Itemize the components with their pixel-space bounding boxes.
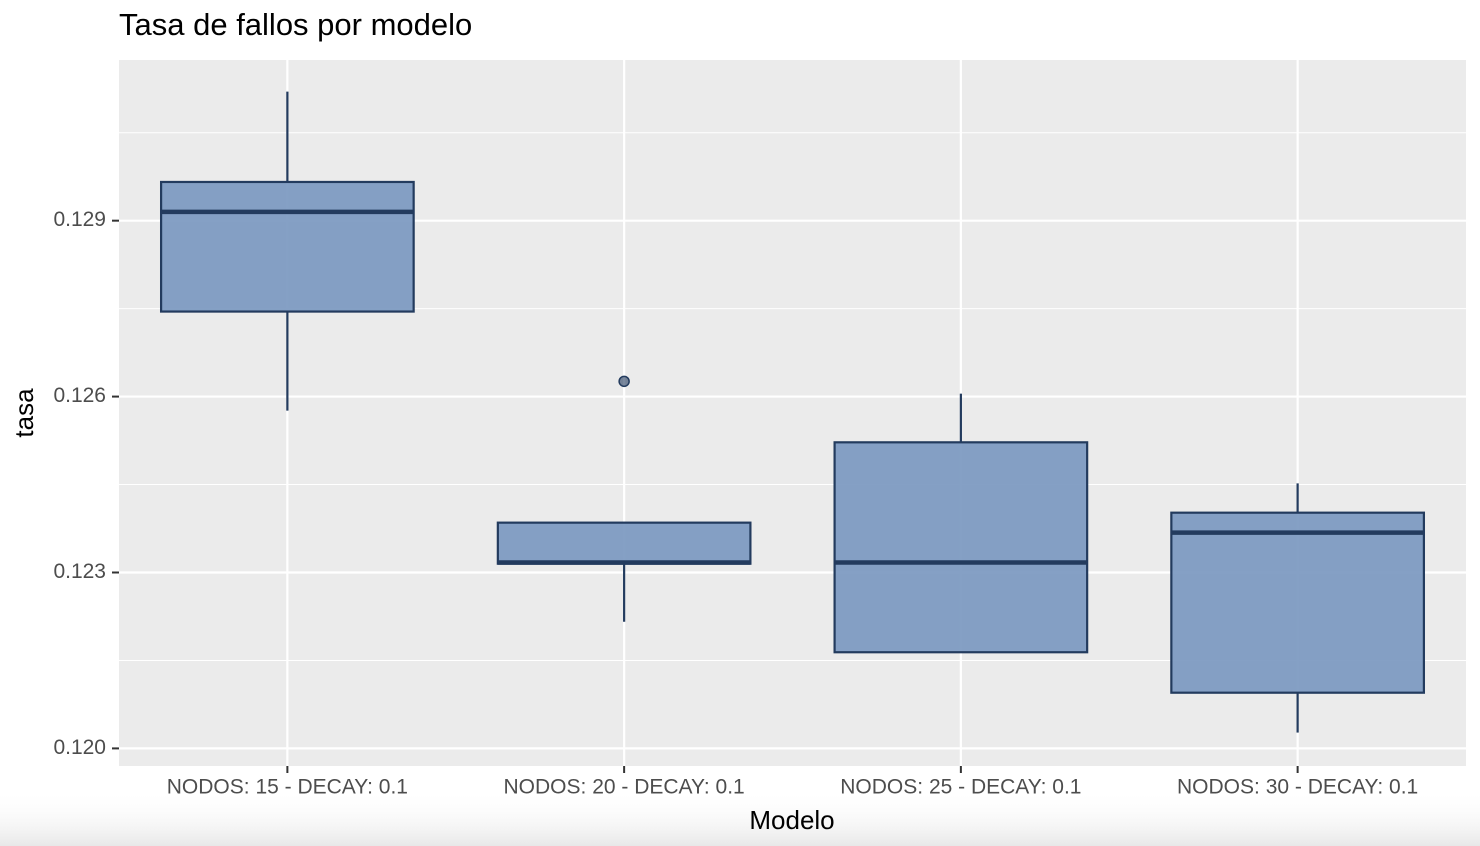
box [159, 180, 415, 313]
box [833, 441, 1089, 654]
box [1170, 511, 1426, 694]
x-tick-label: NODOS: 30 - DECAY: 0.1 [1177, 776, 1418, 799]
x-tick-label: NODOS: 20 - DECAY: 0.1 [504, 776, 745, 799]
y-tick-label: 0.126 [53, 384, 106, 407]
x-tick-label: NODOS: 15 - DECAY: 0.1 [167, 776, 408, 799]
y-tick-label: 0.120 [53, 736, 106, 759]
outlier [618, 375, 630, 388]
bottom-shadow [0, 790, 1480, 846]
box [496, 521, 752, 565]
y-tick-label: 0.123 [53, 560, 106, 583]
y-axis-title: tasa [9, 388, 39, 438]
x-tick-label: NODOS: 25 - DECAY: 0.1 [840, 776, 1081, 799]
y-tick-label: 0.129 [53, 208, 106, 231]
x-axis-title: Modelo [749, 805, 834, 835]
chart-title: Tasa de fallos por modelo [119, 7, 472, 42]
